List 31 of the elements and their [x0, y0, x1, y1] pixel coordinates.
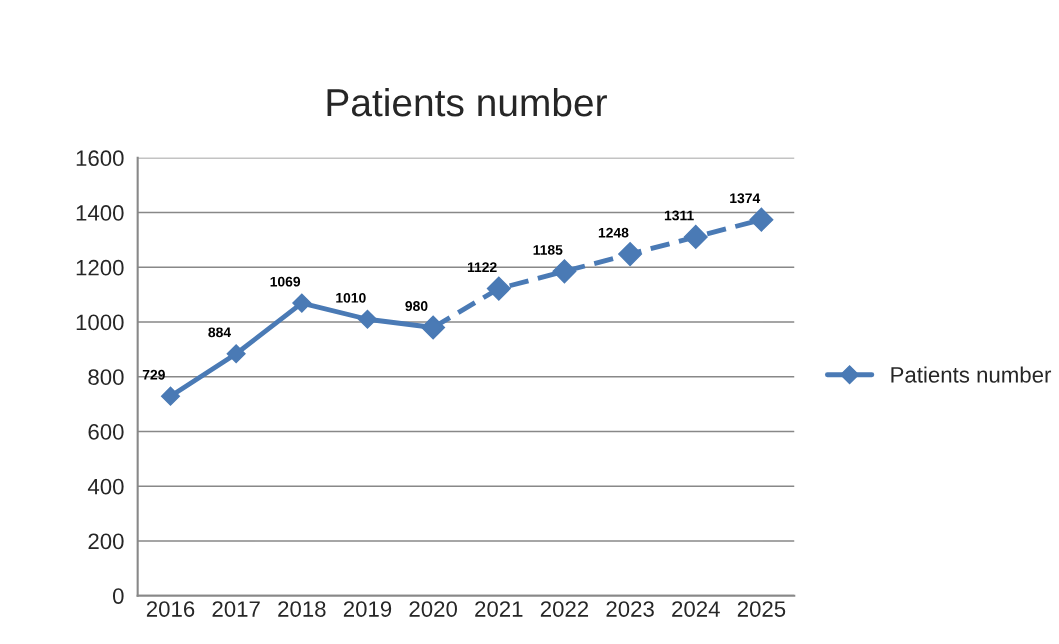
- y-tick-label: 1400: [76, 205, 124, 221]
- data-label: 1185: [533, 245, 563, 255]
- x-tick-label: 2025: [737, 601, 786, 617]
- y-tick-label: 1000: [76, 314, 124, 331]
- legend-label: Patients number: [891, 366, 1052, 383]
- chart-title: Patients number: [327, 87, 607, 117]
- y-tick-label: 800: [88, 369, 124, 386]
- data-label: 1374: [730, 193, 761, 204]
- data-label: 729: [142, 369, 165, 380]
- y-tick-label: 0: [112, 588, 124, 604]
- x-tick-label: 2022: [540, 601, 589, 617]
- data-label: 980: [405, 301, 428, 311]
- x-tick-label: 2019: [343, 601, 392, 617]
- data-label: 1069: [270, 276, 301, 287]
- y-tick-label: 600: [88, 424, 124, 440]
- x-tick-label: 2018: [278, 601, 326, 617]
- data-label: 1311: [664, 210, 694, 221]
- y-tick-label: 400: [87, 478, 124, 495]
- y-tick-label: 1600: [76, 150, 124, 167]
- data-label: 1248: [598, 227, 629, 238]
- x-tick-label: 2017: [212, 601, 260, 617]
- data-label: 1122: [467, 262, 497, 272]
- x-tick-label: 2020: [409, 601, 457, 617]
- y-tick-label: 200: [88, 533, 124, 550]
- y-tick-label: 1200: [76, 259, 124, 276]
- data-label: 884: [208, 327, 231, 338]
- data-label: 1010: [336, 292, 366, 303]
- x-tick-label: 2016: [146, 601, 195, 617]
- x-tick-label: 2021: [475, 601, 523, 617]
- x-tick-label: 2024: [672, 601, 720, 617]
- x-tick-label: 2023: [606, 601, 654, 617]
